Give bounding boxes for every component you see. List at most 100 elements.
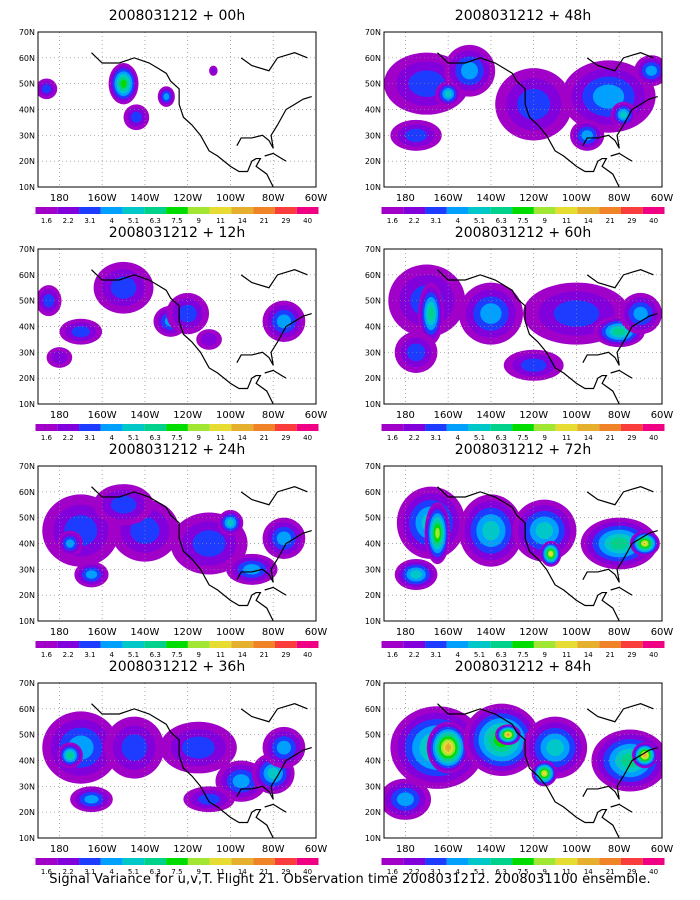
colorbar-swatch <box>166 641 188 648</box>
colorbar-swatch <box>209 858 232 865</box>
colorbar-label: 29 <box>281 434 290 442</box>
lon-tick-label: 180 <box>396 410 415 421</box>
colorbar-swatch <box>209 641 232 648</box>
variance-contour <box>232 774 250 789</box>
colorbar-label: 4 <box>455 651 460 659</box>
coastline <box>582 96 658 149</box>
colorbar-swatch <box>57 207 80 214</box>
coastline <box>264 803 287 813</box>
coastline <box>240 703 308 723</box>
lon-tick-label: 60W <box>651 844 674 855</box>
colorbar-label: 7.5 <box>171 651 182 659</box>
colorbar-swatch <box>100 207 123 214</box>
coastline <box>264 369 287 379</box>
colorbar-label: 29 <box>627 434 636 442</box>
lat-tick-label: 10N <box>19 183 35 192</box>
lat-tick-label: 70N <box>365 679 381 688</box>
colorbar-label: 29 <box>627 651 636 659</box>
map-panel: 10N 20N 30N 40N 50N 60N 70N 180 160W 140W 120W 100W… <box>365 462 674 659</box>
colorbar-swatch <box>166 424 188 431</box>
colorbar-swatch <box>512 858 534 865</box>
colorbar-label: 2.2 <box>409 651 420 659</box>
colorbar-swatch <box>577 207 600 214</box>
plot-frame <box>37 682 317 839</box>
colorbar-label: 3.1 <box>84 651 95 659</box>
colorbar-swatch <box>100 641 123 648</box>
colorbar-swatch <box>512 207 534 214</box>
variance-contour <box>121 734 148 761</box>
variance-contour <box>276 531 292 546</box>
colorbar-label: 11 <box>562 868 571 876</box>
lon-tick-label: 80W <box>262 193 285 204</box>
colorbar-label: 1.6 <box>41 217 53 225</box>
colorbar-swatch <box>144 641 167 648</box>
variance-contour <box>276 314 292 329</box>
lat-tick-label: 10N <box>365 617 381 626</box>
colorbar-label: 29 <box>281 651 290 659</box>
colorbar-swatch <box>253 641 275 648</box>
variance-contour <box>201 333 217 346</box>
colorbar-swatch <box>425 641 447 648</box>
colorbar-swatch <box>296 858 319 865</box>
lat-tick-label: 40N <box>19 106 35 115</box>
colorbar-label: 1.6 <box>387 868 399 876</box>
colorbar-label: 5.1 <box>128 217 139 225</box>
lon-tick-label: 120W <box>519 627 548 638</box>
lon-tick-label: 60W <box>305 193 328 204</box>
colorbar-label: 14 <box>238 217 247 225</box>
lat-tick-label: 20N <box>19 591 35 600</box>
lat-tick-label: 30N <box>365 782 381 791</box>
lon-tick-label: 60W <box>305 844 328 855</box>
variance-contour <box>410 570 422 579</box>
colorbar-label: 9 <box>543 217 547 225</box>
colorbar-swatch <box>144 424 167 431</box>
colorbar-swatch <box>253 207 275 214</box>
map-panel: 10N 20N 30N 40N 50N 60N 70N 180 160W 140W 120W 100W… <box>365 679 674 876</box>
variance-contour <box>643 753 647 758</box>
lon-tick-label: 80W <box>262 410 285 421</box>
lat-tick-label: 30N <box>365 565 381 574</box>
lon-tick-label: 100W <box>562 627 591 638</box>
colorbar-label: 11 <box>216 217 225 225</box>
colorbar-label: 29 <box>627 217 636 225</box>
colorbar-swatch <box>403 424 426 431</box>
colorbar-swatch <box>642 207 665 214</box>
colorbar-swatch <box>253 858 275 865</box>
colorbar-label: 9 <box>197 434 201 442</box>
plot-frame <box>37 465 317 622</box>
lon-tick-label: 80W <box>262 627 285 638</box>
colorbar-label: 21 <box>606 651 615 659</box>
colorbar-swatch <box>57 641 80 648</box>
colorbar-swatch <box>642 858 665 865</box>
lon-tick-label: 180 <box>50 410 69 421</box>
variance-contour <box>243 564 261 575</box>
coastline <box>437 52 620 187</box>
lat-tick-label: 60N <box>365 488 381 497</box>
colorbar-swatch <box>446 858 469 865</box>
colorbar-label: 4 <box>455 434 460 442</box>
plot-frame <box>383 682 663 839</box>
colorbar-swatch <box>381 424 404 431</box>
lat-tick-label: 70N <box>365 28 381 37</box>
coastline <box>437 269 620 404</box>
lat-tick-label: 60N <box>19 488 35 497</box>
colorbar-label: 3.1 <box>430 868 441 876</box>
lat-tick-label: 30N <box>19 348 35 357</box>
colorbar-swatch <box>187 207 210 214</box>
lon-tick-label: 120W <box>519 410 548 421</box>
colorbar-label: 11 <box>562 651 571 659</box>
panel-title: 2008031212 + 72h <box>454 442 592 458</box>
colorbar-label: 11 <box>562 217 571 225</box>
lat-tick-label: 10N <box>365 183 381 192</box>
colorbar-swatch <box>599 641 621 648</box>
colorbar-swatch <box>187 858 210 865</box>
colorbar-swatch <box>79 858 101 865</box>
colorbar-swatch <box>533 424 556 431</box>
lat-tick-label: 50N <box>19 514 35 523</box>
colorbar-label: 6.3 <box>496 217 507 225</box>
lon-tick-label: 140W <box>476 844 505 855</box>
lon-tick-label: 180 <box>396 844 415 855</box>
colorbar-label: 29 <box>281 868 290 876</box>
colorbar-swatch <box>446 641 469 648</box>
colorbar-label: 14 <box>238 651 247 659</box>
